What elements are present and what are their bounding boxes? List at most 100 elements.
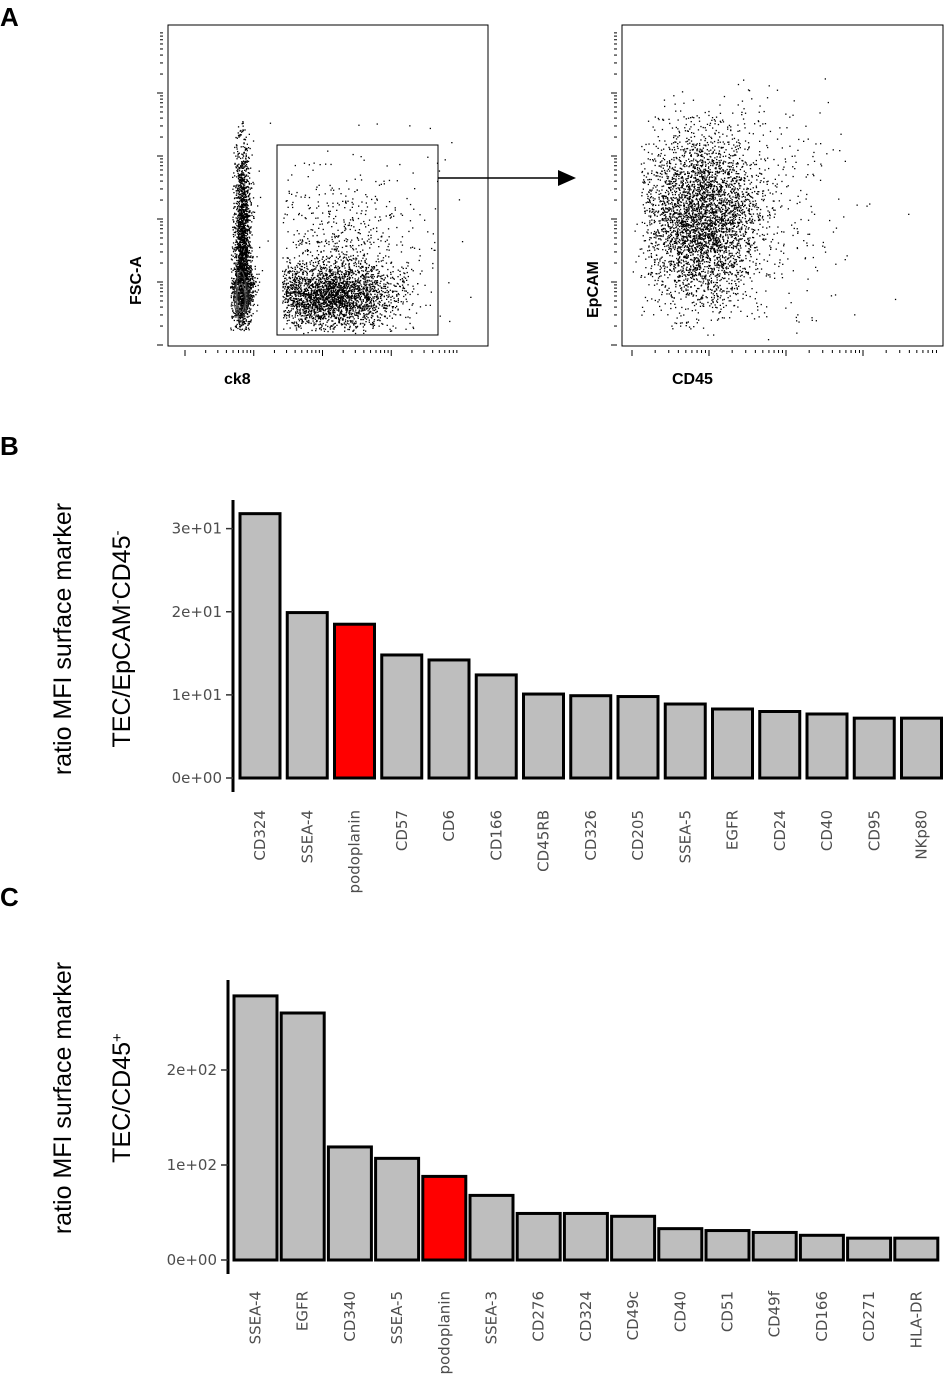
chart-c-ylabel2-base: TEC/CD45	[108, 1042, 136, 1163]
chart-b-bar-ssea-5	[663, 702, 707, 780]
chart-b-bar-cd166	[474, 673, 518, 780]
chart-b-category-label: SSEA-5	[676, 810, 694, 863]
chart-c-bar-cd49f	[751, 1230, 798, 1262]
chart-b-ylabel2-sup2: -	[109, 530, 126, 535]
bar-chart-b: ratio MFI surface marker TEC/EpCAM-CD45-…	[49, 500, 943, 893]
chart-b-category-label: CD45RB	[535, 810, 553, 872]
chart-c-category-label: CD340	[341, 1291, 359, 1342]
chart-b-y-tick-label: 1e+01	[172, 686, 222, 704]
chart-c-y-tick-label: 1e+02	[167, 1156, 217, 1174]
chart-b-bar-cd24	[758, 710, 802, 780]
chart-c-bar-cd340	[326, 1145, 373, 1262]
flow-plot1-y-axis	[157, 32, 163, 346]
chart-b-category-label: SSEA-4	[298, 810, 316, 863]
flow-plot1-contour	[233, 270, 249, 322]
bar-chart-c: ratio MFI surface marker TEC/CD45+ 0e+00…	[49, 962, 940, 1374]
chart-b-category-label: CD6	[440, 810, 458, 842]
flow-plot1-x-axis	[184, 350, 458, 356]
chart-c-category-label: CD51	[719, 1291, 737, 1332]
chart-b-bar-cd57	[380, 653, 424, 780]
chart-c-category-label: CD324	[577, 1291, 595, 1342]
chart-c-category-label: EGFR	[294, 1291, 312, 1331]
chart-c-category-label: CD40	[671, 1291, 689, 1332]
chart-b-bar-cd205	[616, 695, 660, 780]
chart-c-category-label: CD271	[860, 1291, 878, 1342]
chart-b-category-label: CD40	[818, 810, 836, 851]
chart-c-bar-cd324	[562, 1211, 609, 1262]
chart-b-category-label: CD166	[487, 810, 505, 861]
flow-plot1-ylabel: FSC-A	[128, 256, 145, 305]
chart-c-ylabel: ratio MFI surface marker	[49, 962, 77, 1234]
chart-b-category-label: CD95	[865, 810, 883, 851]
flow-plot2-events	[632, 78, 910, 341]
chart-c-ylabel-line2: TEC/CD45+	[108, 1033, 136, 1163]
chart-b-bar-cd95	[852, 716, 896, 780]
flow-plot-cd45-epcam: CD45 EpCAM	[585, 24, 944, 388]
chart-b-ylabel-line2: TEC/EpCAM-CD45-	[108, 530, 136, 747]
panel-label-c: C	[0, 882, 19, 912]
flow-plot1-xlabel: ck8	[224, 371, 251, 388]
panel-label-a: A	[0, 2, 19, 32]
chart-b-y-tick-label: 2e+01	[172, 603, 222, 621]
chart-c-bar-cd276	[515, 1211, 562, 1262]
chart-b-category-label: CD205	[629, 810, 647, 861]
chart-b-category-label: CD24	[771, 810, 789, 851]
chart-c-bar-hla-dr	[893, 1236, 940, 1262]
chart-b-bar-cd324	[238, 512, 282, 780]
chart-b-y-tick-label: 3e+01	[172, 520, 222, 538]
chart-c-bar-cd166	[798, 1233, 845, 1262]
chart-c-ylabel2-sup1: +	[109, 1033, 126, 1042]
chart-b-category-label: EGFR	[724, 810, 742, 850]
chart-b-bar-podoplanin	[333, 622, 376, 780]
chart-c-category-label: CD49c	[624, 1291, 642, 1340]
chart-c-category-label: CD166	[813, 1291, 831, 1342]
flow-plot-ck8-fsc: ck8 FSC-A	[128, 24, 489, 388]
chart-c-category-label: podoplanin	[435, 1291, 453, 1374]
flow-plot2-x-axis	[631, 350, 937, 356]
chart-b-category-label: podoplanin	[346, 810, 364, 893]
chart-b-category-label: CD57	[393, 810, 411, 851]
chart-b-category-label: CD324	[251, 810, 269, 861]
chart-c-bar-egfr	[279, 1011, 326, 1262]
chart-c-category-label: CD49f	[766, 1290, 784, 1337]
chart-b-category-label: CD326	[582, 810, 600, 861]
flow-plot2-y-axis	[611, 32, 617, 346]
flow-plot1-events	[230, 121, 472, 335]
chart-c-bar-cd51	[704, 1229, 751, 1262]
panel-label-b: B	[0, 431, 19, 461]
chart-c-bar-cd49c	[610, 1214, 657, 1262]
flow-plot2-xlabel: CD45	[672, 371, 713, 388]
chart-c-category-label: SSEA-5	[388, 1291, 406, 1344]
flow-plot2-ylabel: EpCAM	[585, 261, 602, 318]
chart-b-bar-cd326	[569, 694, 613, 780]
chart-b-bar-nkp80	[900, 716, 943, 780]
chart-c-bar-cd40	[657, 1227, 704, 1262]
flow-plot2-frame	[621, 24, 944, 347]
chart-c-bar-ssea-3	[468, 1193, 515, 1262]
gate-arrow	[438, 170, 576, 186]
chart-b-y-tick-label: 0e+00	[172, 769, 222, 787]
flow-gate[interactable]	[276, 144, 439, 336]
chart-c-bar-cd271	[846, 1236, 893, 1262]
chart-c-category-label: CD276	[530, 1291, 548, 1342]
chart-b-ylabel2-sup1: -	[109, 599, 126, 604]
chart-c-bar-podoplanin	[421, 1174, 468, 1262]
chart-c-category-label: SSEA-3	[483, 1291, 501, 1344]
chart-b-bar-ssea-4	[285, 611, 329, 780]
chart-c-bar-ssea-4	[232, 994, 279, 1262]
chart-c-bar-ssea-5	[374, 1156, 421, 1262]
chart-b-bar-cd6	[427, 658, 471, 780]
flow-plot1-frame	[167, 24, 489, 347]
chart-c-y-tick-label: 0e+00	[167, 1251, 217, 1269]
chart-b-ylabel2-base: TEC/EpCAM	[108, 604, 136, 747]
chart-c-category-label: SSEA-4	[247, 1291, 265, 1344]
chart-c-y-tick-label: 2e+02	[167, 1061, 217, 1079]
chart-b-bar-cd40	[805, 712, 849, 780]
chart-b-bar-egfr	[711, 707, 754, 780]
chart-b-ylabel2-mid: CD45	[108, 535, 136, 599]
chart-b-category-label: NKp80	[913, 810, 931, 860]
chart-c-category-label: HLA-DR	[907, 1291, 925, 1348]
chart-b-bar-cd45rb	[522, 692, 565, 780]
chart-b-ylabel: ratio MFI surface marker	[49, 503, 77, 775]
